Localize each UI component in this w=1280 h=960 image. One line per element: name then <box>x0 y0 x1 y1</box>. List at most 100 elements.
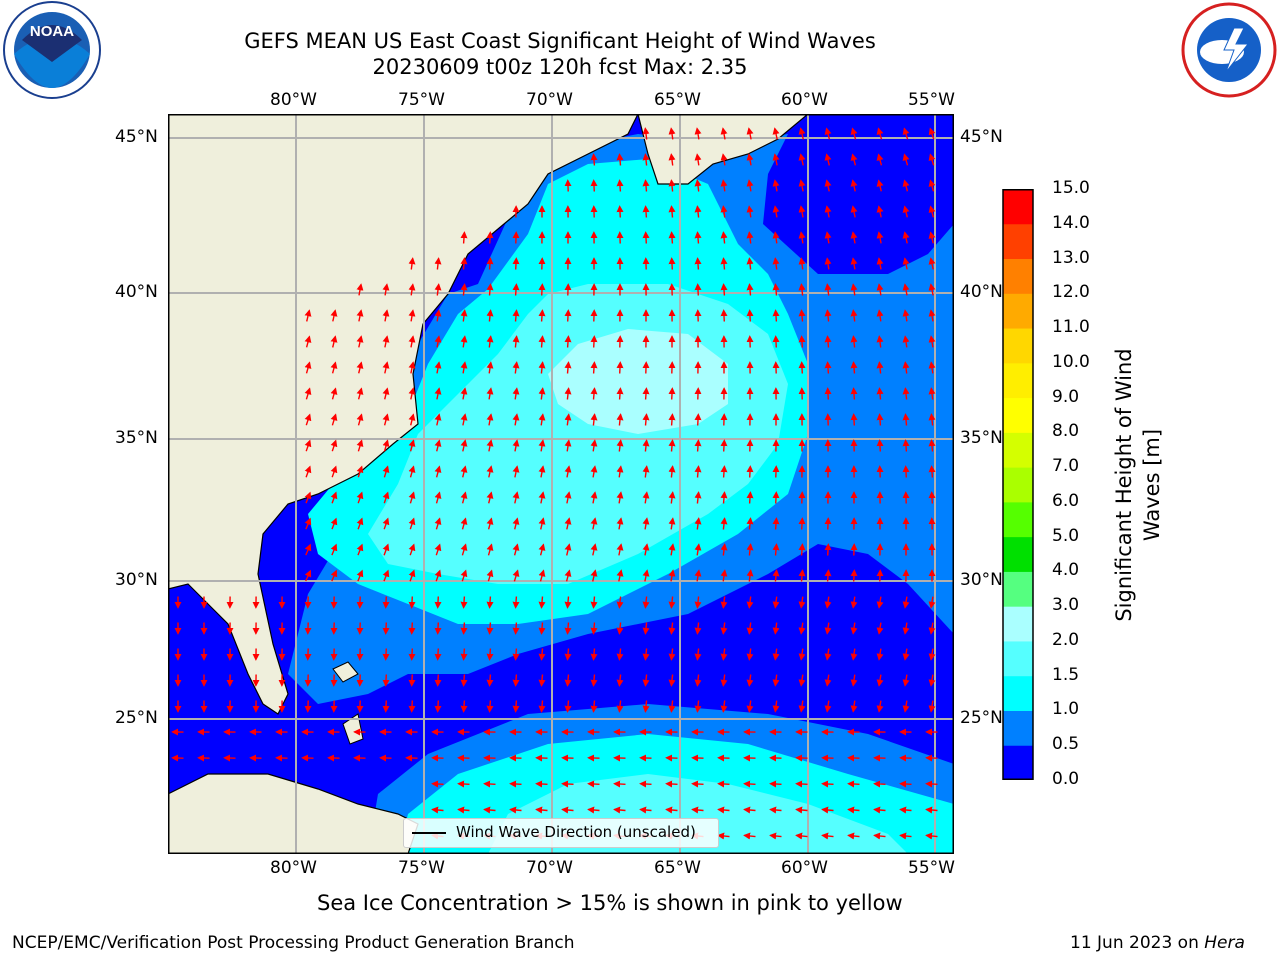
wind-wave-arrow <box>457 806 470 814</box>
wind-wave-arrow <box>902 179 910 192</box>
wind-wave-arrow <box>824 674 832 687</box>
wind-wave-arrow <box>824 153 832 166</box>
wind-wave-arrow <box>821 832 834 840</box>
wind-wave-arrow <box>691 806 704 814</box>
wind-wave-arrow <box>434 674 442 687</box>
wind-wave-arrow <box>639 780 652 788</box>
branch-credit: NCEP/EMC/Verification Post Processing Pr… <box>12 933 575 953</box>
wind-wave-arrow <box>564 622 572 635</box>
wind-wave-arrow <box>460 361 468 374</box>
colorbar-tick-label: 12.0 <box>1052 282 1090 303</box>
colorbar-segment <box>1003 536 1033 572</box>
wind-wave-arrow <box>902 205 910 218</box>
wind-wave-arrow <box>330 543 338 556</box>
wind-wave-arrow <box>434 439 442 452</box>
wind-wave-arrow <box>538 622 546 635</box>
wind-wave-arrow <box>512 439 520 452</box>
wind-wave-arrow <box>928 413 936 426</box>
wind-wave-arrow <box>382 413 390 426</box>
wind-wave-arrow <box>590 674 598 687</box>
wind-wave-arrow <box>694 569 702 582</box>
colorbar-segment <box>1003 710 1033 746</box>
wind-wave-arrow <box>564 465 572 478</box>
wind-wave-arrow <box>772 569 780 582</box>
wind-wave-arrow <box>928 700 936 713</box>
wind-wave-arrow <box>824 179 832 192</box>
wind-wave-arrow <box>486 648 494 661</box>
wind-wave-arrow <box>746 257 754 270</box>
wind-wave-arrow <box>590 491 598 504</box>
wind-wave-arrow <box>587 780 600 788</box>
wind-wave-arrow <box>772 700 780 713</box>
wind-wave-arrow <box>590 153 598 166</box>
wind-wave-arrow <box>928 361 936 374</box>
wind-wave-arrow <box>928 648 936 661</box>
wind-wave-arrow <box>538 674 546 687</box>
colorbar-segment <box>1003 328 1033 364</box>
wind-wave-arrow <box>824 569 832 582</box>
wind-wave-arrow <box>798 569 806 582</box>
wind-wave-arrow <box>512 309 520 322</box>
wind-wave-arrow <box>356 569 364 582</box>
wind-wave-arrow <box>847 832 860 840</box>
wind-wave-arrow <box>850 648 858 661</box>
legend-label: Wind Wave Direction (unscaled) <box>456 823 696 841</box>
wind-wave-arrow <box>330 361 338 374</box>
wind-wave-arrow <box>928 153 936 166</box>
wind-wave-arrow <box>902 309 910 322</box>
wind-wave-arrow <box>746 309 754 322</box>
wind-wave-arrow <box>746 674 754 687</box>
lon-label-top-60w: 60°W <box>781 90 828 110</box>
wind-wave-arrow <box>668 543 676 556</box>
colorbar-segment <box>1003 189 1033 225</box>
wind-wave-arrow <box>720 569 728 582</box>
wind-wave-arrow <box>691 780 704 788</box>
wind-wave-arrow <box>460 465 468 478</box>
wind-wave-arrow <box>824 205 832 218</box>
graticule <box>168 114 954 854</box>
wind-wave-arrow <box>772 517 780 530</box>
wind-wave-arrow <box>434 309 442 322</box>
wind-wave-arrow <box>512 491 520 504</box>
wind-wave-arrow <box>408 465 416 478</box>
wind-wave-arrow <box>356 387 364 400</box>
wind-wave-arrow <box>590 439 598 452</box>
wind-wave-arrow <box>772 153 780 166</box>
wind-wave-arrow <box>512 335 520 348</box>
wind-wave-arrow <box>720 257 728 270</box>
wind-wave-arrow <box>746 231 754 244</box>
wind-wave-arrow <box>486 387 494 400</box>
wind-wave-arrow <box>304 543 312 556</box>
machine-name: Hera <box>1204 933 1245 953</box>
wind-wave-arrow <box>899 780 912 788</box>
wind-wave-arrow <box>538 517 546 530</box>
wind-wave-arrow <box>925 806 938 814</box>
wind-wave-arrow <box>304 335 312 348</box>
lat-label-left-35n: 35°N <box>115 428 158 448</box>
wind-wave-arrow <box>616 543 624 556</box>
wind-wave-arrow <box>304 439 312 452</box>
wind-wave-arrow <box>694 622 702 635</box>
wind-wave-arrow <box>486 257 494 270</box>
wind-wave-arrow <box>564 674 572 687</box>
wind-wave-arrow <box>512 517 520 530</box>
wind-wave-arrow <box>356 335 364 348</box>
colorbar-segment <box>1003 223 1033 260</box>
lon-label-bottom-55w: 55°W <box>908 858 955 878</box>
wind-wave-arrow <box>616 491 624 504</box>
wind-wave-arrow <box>382 517 390 530</box>
wind-wave-arrow <box>824 283 832 296</box>
wind-wave-arrow <box>382 309 390 322</box>
wind-wave-arrow <box>356 361 364 374</box>
wind-wave-arrow <box>483 806 496 814</box>
wind-wave-arrow <box>876 413 884 426</box>
wind-wave-arrow <box>408 361 416 374</box>
wind-wave-arrow <box>616 674 624 687</box>
colorbar-tick-label: 2.0 <box>1052 629 1080 650</box>
wind-wave-arrow <box>642 231 650 244</box>
wind-wave-arrow <box>928 257 936 270</box>
wind-wave-arrow <box>746 127 754 140</box>
wind-wave-arrow <box>798 231 806 244</box>
wind-wave-arrow <box>876 700 884 713</box>
nws-logo <box>1178 0 1280 100</box>
